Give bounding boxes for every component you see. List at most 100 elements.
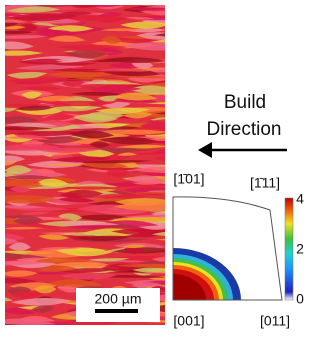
grain bbox=[5, 19, 29, 23]
grain bbox=[22, 86, 62, 91]
grain bbox=[116, 152, 138, 156]
grain bbox=[5, 116, 40, 125]
corner-label: [001] bbox=[173, 313, 204, 329]
grain bbox=[148, 137, 165, 142]
grain bbox=[18, 58, 70, 65]
grain bbox=[5, 297, 14, 302]
grain bbox=[31, 271, 70, 275]
grain bbox=[101, 35, 123, 44]
grain bbox=[5, 77, 76, 83]
grain bbox=[89, 15, 128, 23]
grain bbox=[153, 155, 165, 161]
grain bbox=[113, 202, 165, 212]
grain bbox=[5, 277, 39, 284]
colorbar-tick-label: 0 bbox=[296, 291, 304, 307]
grain bbox=[113, 75, 165, 79]
grain bbox=[65, 225, 119, 230]
grain bbox=[31, 305, 55, 313]
colorbar-tick-label: 4 bbox=[296, 191, 304, 207]
grain bbox=[5, 155, 26, 163]
colorbar-tick-label: 2 bbox=[296, 241, 304, 257]
grain bbox=[105, 168, 131, 178]
grain bbox=[57, 221, 120, 227]
grain bbox=[38, 234, 69, 240]
grain bbox=[6, 71, 48, 79]
grain bbox=[35, 95, 77, 102]
corner-label: [1̄01] bbox=[173, 171, 204, 187]
grain bbox=[5, 122, 59, 127]
grain bbox=[120, 21, 165, 29]
grain bbox=[5, 205, 45, 209]
grain bbox=[128, 191, 165, 194]
corner-label: [011] bbox=[260, 313, 290, 329]
grain bbox=[103, 57, 165, 63]
grain bbox=[5, 195, 60, 204]
grain bbox=[10, 291, 44, 299]
grain bbox=[63, 186, 119, 190]
grain bbox=[5, 318, 57, 325]
grain bbox=[33, 29, 79, 38]
grain bbox=[138, 225, 165, 230]
figure: 200 µm Build Direction [1̄01] [1̄11] [00… bbox=[5, 5, 304, 329]
grain bbox=[37, 178, 69, 187]
grain bbox=[81, 160, 153, 164]
scale-box bbox=[76, 288, 160, 322]
grain bbox=[65, 49, 108, 59]
grain bbox=[5, 144, 63, 151]
grain bbox=[5, 226, 45, 230]
grain bbox=[9, 186, 32, 193]
grain bbox=[132, 166, 165, 174]
grain bbox=[5, 165, 32, 175]
grain bbox=[5, 300, 8, 304]
grain bbox=[61, 80, 86, 87]
grain bbox=[5, 50, 44, 56]
grain bbox=[136, 260, 165, 266]
grain bbox=[132, 267, 165, 273]
grain bbox=[33, 285, 57, 294]
grain bbox=[120, 214, 165, 218]
annotation: Build bbox=[224, 92, 266, 113]
grain bbox=[115, 263, 165, 269]
grain bbox=[122, 7, 165, 11]
grain bbox=[5, 270, 38, 277]
grain bbox=[80, 81, 143, 85]
ipf-contours bbox=[173, 248, 241, 300]
grain bbox=[154, 112, 165, 115]
grain bbox=[14, 105, 55, 111]
grain bbox=[32, 147, 103, 153]
grain bbox=[47, 62, 98, 66]
grain bbox=[102, 129, 165, 135]
grain bbox=[36, 247, 80, 250]
grain bbox=[5, 238, 19, 245]
grain bbox=[144, 140, 165, 144]
grain bbox=[123, 112, 153, 119]
grain bbox=[5, 175, 56, 180]
grain bbox=[8, 242, 32, 251]
grain bbox=[43, 113, 76, 121]
grain bbox=[5, 30, 34, 35]
grain bbox=[5, 126, 54, 131]
grain bbox=[5, 25, 26, 30]
grain bbox=[5, 307, 36, 315]
grain bbox=[47, 279, 103, 289]
grain bbox=[75, 235, 132, 242]
grain bbox=[151, 256, 165, 262]
grain bbox=[70, 91, 123, 96]
corner-label: [1̄11] bbox=[250, 175, 280, 191]
grain bbox=[127, 85, 165, 94]
grain bbox=[12, 216, 44, 225]
colorbar-ticks: 0 2 4 bbox=[296, 191, 304, 307]
grain bbox=[7, 13, 80, 22]
grain bbox=[122, 244, 147, 249]
grain bbox=[88, 258, 130, 262]
grain bbox=[80, 111, 125, 121]
grain bbox=[5, 103, 59, 109]
grain bbox=[155, 238, 165, 241]
grain bbox=[60, 273, 118, 280]
grain bbox=[102, 182, 139, 187]
grain bbox=[122, 41, 165, 51]
scale-label: 200 µm bbox=[95, 291, 142, 307]
grain bbox=[126, 175, 165, 184]
colorbar bbox=[284, 197, 294, 301]
ebsd-map bbox=[5, 5, 165, 325]
